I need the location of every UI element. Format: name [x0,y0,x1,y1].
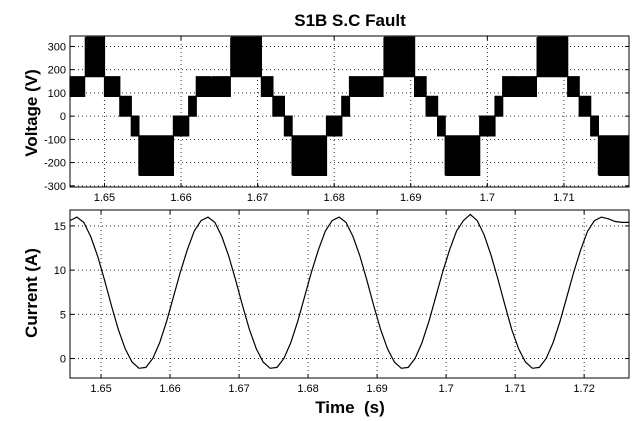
voltage-y-axis-label: Voltage (V) [22,69,41,157]
y-tick-label: 15 [54,221,66,233]
x-tick-label: 1.65 [94,192,115,204]
x-tick-label: 1.69 [366,383,387,395]
y-tick-label: 5 [60,309,66,321]
y-tick-label: -300 [44,181,66,193]
current-y-tick-labels: 15 10 5 0 [54,221,66,366]
y-tick-label: 10 [54,265,66,277]
y-tick-label: 300 [48,41,66,53]
x-tick-label: 1.66 [170,192,191,204]
current-y-axis-label: Current (A) [22,248,41,338]
current-tick-marks [70,210,629,378]
x-tick-label: 1.67 [228,383,249,395]
current-x-tick-labels: 1.65 1.66 1.67 1.68 1.69 1.7 1.71 1.72 [90,383,595,395]
y-tick-label: 100 [48,88,66,100]
chart-title: S1B S.C Fault [294,11,406,30]
x-tick-label: 1.71 [504,383,525,395]
x-tick-label: 1.67 [247,192,268,204]
y-tick-label: 0 [60,354,66,366]
current-grid [70,210,629,378]
x-tick-label: 1.68 [297,383,318,395]
x-tick-label: 1.68 [323,192,344,204]
x-tick-label: 1.69 [400,192,421,204]
x-tick-label: 1.65 [90,383,111,395]
x-tick-label: 1.71 [553,192,574,204]
y-tick-label: -100 [44,134,66,146]
x-tick-label: 1.72 [573,383,594,395]
voltage-series-line [69,36,629,176]
x-tick-label: 1.7 [480,192,495,204]
x-tick-label: 1.66 [159,383,180,395]
current-axes-box [69,209,630,379]
voltage-y-tick-labels: 300 200 100 0 -100 -200 -300 [44,41,66,192]
y-tick-label: -200 [44,158,66,170]
voltage-x-tick-labels: 1.65 1.66 1.67 1.68 1.69 1.7 1.71 [94,192,575,204]
current-series-line [69,213,629,369]
current-x-axis-label: Time (s) [315,398,385,417]
x-tick-label: 1.7 [438,383,453,395]
y-tick-label: 0 [60,111,66,123]
voltage-panel: S1B S.C Fault 1.65 1.66 1.67 1.68 1.69 1.7 1.7… [22,11,630,204]
current-panel: 1.65 1.66 1.67 1.68 1.69 1.7 1.71 1.72 15 10 5 0 C… [22,209,630,417]
y-tick-label: 200 [48,65,66,77]
